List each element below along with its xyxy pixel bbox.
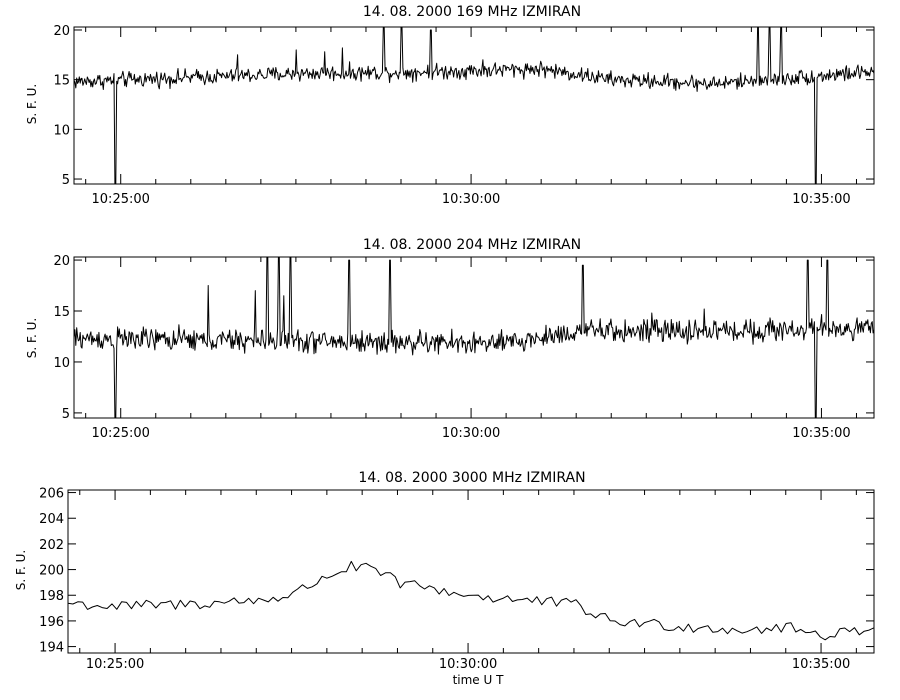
plot-frame (73, 256, 875, 419)
panel-169mhz: 14. 08. 2000 169 MHz IZMIRAN S. F. U. 5 1… (25, 4, 875, 207)
plot-frame (67, 489, 875, 654)
y-tick-label: 20 (53, 254, 70, 269)
axis-ticks: 194 196 198 200 202 204 206 10:25:00 10:30:00 10:… (39, 487, 874, 672)
axis-ticks: 5 10 15 20 10:25:00 10:30:00 10:35:00 (53, 254, 874, 441)
plot-frame (73, 26, 875, 185)
series-line (73, 256, 875, 419)
y-tick-label: 15 (53, 305, 70, 320)
panel-3000mhz: 14. 08. 2000 3000 MHz IZMIRAN S. F. U. 1… (14, 470, 875, 687)
x-tick-label: 10:30:00 (442, 192, 500, 207)
panel-title: 14. 08. 2000 204 MHz IZMIRAN (363, 237, 581, 253)
y-tick-label: 20 (53, 24, 70, 39)
y-tick-label: 10 (53, 123, 70, 138)
y-tick-label: 202 (39, 538, 64, 553)
y-axis-label: S. F. U. (25, 318, 39, 358)
x-tick-label: 10:30:00 (439, 657, 497, 672)
y-tick-label: 10 (53, 356, 70, 371)
y-tick-label: 206 (39, 487, 64, 502)
x-tick-label: 10:25:00 (92, 426, 150, 441)
panel-title: 14. 08. 2000 169 MHz IZMIRAN (363, 4, 581, 20)
x-tick-label: 10:30:00 (442, 426, 500, 441)
x-tick-label: 10:35:00 (792, 426, 850, 441)
y-tick-label: 196 (39, 615, 64, 630)
series-line (73, 26, 875, 185)
y-tick-label: 194 (39, 641, 64, 656)
y-tick-label: 198 (39, 589, 64, 604)
y-tick-label: 5 (62, 173, 70, 188)
x-tick-label: 10:25:00 (86, 657, 144, 672)
y-axis-label: S. F. U. (14, 550, 28, 590)
panel-204mhz: 14. 08. 2000 204 MHz IZMIRAN S. F. U. 5 1… (25, 237, 875, 441)
y-tick-label: 204 (39, 512, 64, 527)
y-tick-label: 15 (53, 74, 70, 89)
axis-ticks: 5 10 15 20 10:25:00 10:30:00 10:35:00 (53, 24, 874, 207)
y-tick-label: 200 (39, 564, 64, 579)
y-axis-label: S. F. U. (25, 84, 39, 124)
x-tick-label: 10:25:00 (92, 192, 150, 207)
x-tick-label: 10:35:00 (792, 657, 850, 672)
x-tick-label: 10:35:00 (792, 192, 850, 207)
x-axis-label: time U T (453, 673, 505, 687)
panel-title: 14. 08. 2000 3000 MHz IZMIRAN (358, 470, 585, 486)
series-line (67, 560, 875, 641)
y-tick-label: 5 (62, 407, 70, 422)
